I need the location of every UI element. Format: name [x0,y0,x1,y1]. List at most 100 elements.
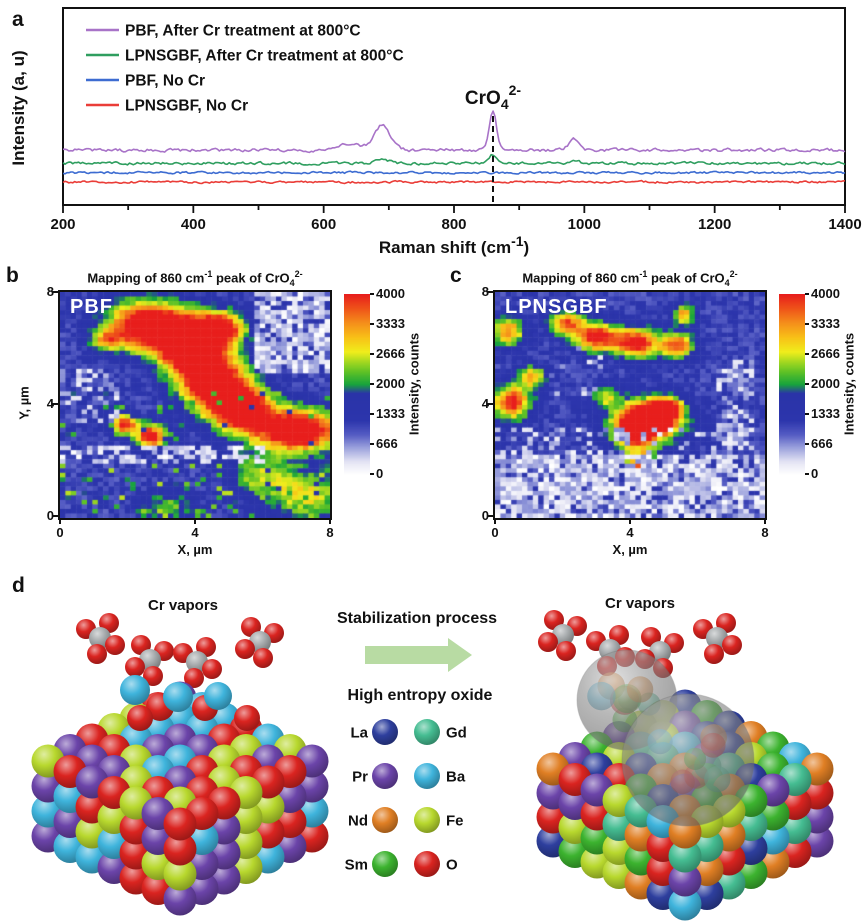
gray-sphere [621,693,755,827]
map-title-text: Mapping of 860 cm [522,270,640,286]
colorbar-tick-label: 2666 [376,346,405,361]
spectra-curves [62,110,846,185]
stabilization-arrow [365,638,472,672]
colorbar-tick-mark [805,323,809,325]
oxygen-atom [125,657,145,677]
colorbar-tick-label: 2000 [376,376,405,391]
oxygen-atom [722,635,742,655]
colorbar-lpnsgbf [779,294,805,475]
legend-element-label-nd: Nd [348,813,368,830]
x-axis-label: Raman shift (cm-1) [379,233,529,257]
colorbar-tick-label: 1333 [811,406,840,421]
heatmap-pbf [60,292,330,518]
stabilized-gray-spheres [576,649,755,827]
element-legend: La Gd Pr Ba Nd Fe Sm O [345,719,467,877]
colorbar-tick-mark [370,383,374,385]
colorbar-pbf [344,294,370,475]
legend-sphere-nd [372,807,398,833]
crystal-sphere [163,882,197,916]
colorbar-tick-mark [805,293,809,295]
colorbar-tick-mark [370,443,374,445]
colorbar-tick-mark [370,293,374,295]
c-xtick-mark [494,518,496,524]
stabilization-title: Stabilization process [337,610,497,627]
b-ylabel: Y, µm [16,386,32,420]
spectrum-line-2 [62,170,846,175]
x-axis-ticks: 200 400 600 800 1000 1200 1400 [50,205,862,233]
adsorbed-sphere [127,705,153,731]
crystal-sphere [668,863,702,897]
spectra-legend: PBF, After Cr treatment at 800°C LPNSGBF,… [86,23,404,115]
legend-label-2: PBF, No Cr [125,73,205,90]
x-tick-label: 1200 [698,216,731,233]
b-xtick-mark [194,518,196,524]
c-xlabel: X, µm [612,542,648,557]
map-title-text2: peak of CrO [647,270,725,286]
colorbar-tick-label: 666 [811,436,833,451]
heatmap-lpnsgbf [495,292,765,518]
b-xtick-8: 8 [326,525,334,540]
crystal-sphere [163,857,197,891]
x-tick-label: 1000 [568,216,601,233]
map-title-sub: 4 [289,277,295,288]
map-title-sup1: -1 [204,269,213,279]
legend-sphere-la [372,719,398,745]
c-ytick-mark [487,403,493,405]
c-xtick-8: 8 [761,525,769,540]
b-xtick-mark [59,518,61,524]
c-ytick-mark [487,515,493,517]
x-tick-label: 400 [181,216,206,233]
colorbar-tick-label: 3333 [376,316,405,331]
crystal-sphere [668,839,702,873]
schematic-panel: d Cr vapors Cr vapors Stabilization proc… [12,574,834,921]
b-ytick-0: 0 [46,508,54,523]
colorbar-tick-label: 0 [811,466,819,481]
c-ytick-4: 4 [481,396,489,411]
cr-vapors-right-title: Cr vapors [605,595,675,612]
spectrum-line-1 [62,153,846,166]
cr-vapors-left-title: Cr vapors [148,597,218,614]
legend-element-label-sm: Sm [345,857,368,874]
oxygen-atom [143,666,163,686]
map-title-lpnsgbf: Mapping of 860 cm-1 peak of CrO42- [495,269,765,288]
c-ytick-0: 0 [481,508,489,523]
legend-label-3: LPNSGBF, No Cr [125,98,248,115]
b-ytick-mark [52,515,58,517]
colorbar-tick-label: 0 [376,466,384,481]
map-title-pbf: Mapping of 860 cm-1 peak of CrO42- [60,269,330,288]
panel-b-label: b [6,264,19,287]
colorbar-tick-mark [370,323,374,325]
c-ytick-8: 8 [481,284,489,299]
legend-element-label-la: La [350,725,368,742]
c-xtick-0: 0 [491,525,499,540]
legend-element-label-ba: Ba [446,769,466,786]
oxygen-atom [538,632,558,652]
colorbar-tick-mark [370,353,374,355]
high-entropy-title: High entropy oxide [348,687,493,704]
colorbar-tick-mark [370,473,374,475]
legend-element-label-fe: Fe [446,813,464,830]
colorbar-tick-mark [805,353,809,355]
x-tick-label: 600 [311,216,336,233]
oxygen-atom [235,639,255,659]
panel-d-label: d [12,574,25,597]
map-title-sub: 4 [724,277,730,288]
b-xtick-mark [329,518,331,524]
c-xtick-mark [764,518,766,524]
legend-sphere-fe [414,807,440,833]
oxygen-atom [202,659,222,679]
colorbar-label: Intensity, counts [406,332,422,436]
colorbar-tick-label: 4000 [811,286,840,301]
x-tick-label: 200 [50,216,75,233]
adsorbed-sphere [120,675,150,705]
panel-a-label: a [12,8,24,31]
map-title-sup2: 2- [294,269,303,279]
legend-element-label-gd: Gd [446,725,467,742]
x-tick-label: 1400 [828,216,861,233]
oxygen-atom [105,635,125,655]
colorbar-label: Intensity, counts [841,332,857,436]
peak-annotation: CrO42- [465,82,521,112]
y-axis-label: Intensity (a, u) [9,50,28,165]
b-ytick-mark [52,291,58,293]
legend-label-0: PBF, After Cr treatment at 800°C [125,23,361,40]
